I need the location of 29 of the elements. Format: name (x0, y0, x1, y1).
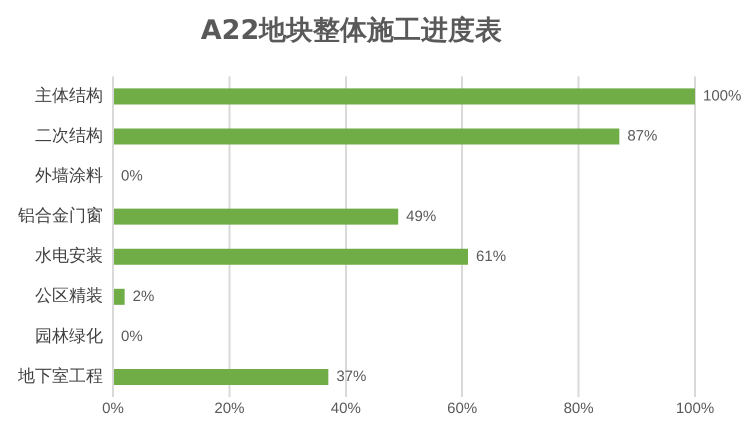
chart-title: A22地块整体施工进度表 (200, 15, 502, 46)
y-tick-label: 公区精装 (35, 286, 103, 306)
y-tick-label: 园林绿化 (35, 326, 103, 346)
data-label: 0% (121, 328, 143, 346)
data-label: 0% (121, 168, 143, 185)
x-tick-label: 80% (564, 400, 594, 418)
x-tick-label: 40% (330, 400, 361, 418)
bar (114, 128, 620, 145)
y-tick-label: 主体结构 (35, 86, 103, 106)
x-tick-label: 100% (676, 400, 714, 418)
bar (114, 88, 695, 104)
bar (114, 208, 398, 225)
x-tick-label: 60% (447, 400, 478, 418)
x-tick-label: 20% (214, 400, 244, 418)
x-tick-label: 0% (102, 400, 124, 418)
data-label: 87% (627, 128, 658, 145)
bar (114, 368, 328, 385)
y-tick-label: 地下室工程 (17, 366, 103, 386)
data-label: 2% (132, 288, 154, 305)
y-tick-label: 外墙涂料 (35, 166, 103, 186)
data-label: 100% (703, 88, 742, 105)
data-label: 37% (336, 368, 366, 386)
y-tick-label: 水电安装 (35, 246, 103, 266)
data-label: 61% (476, 248, 506, 265)
y-tick-label: 二次结构 (35, 126, 103, 146)
y-tick-label: 铝合金门窗 (17, 206, 103, 226)
bar (114, 288, 125, 305)
data-label: 49% (406, 208, 436, 225)
bar (114, 248, 468, 265)
